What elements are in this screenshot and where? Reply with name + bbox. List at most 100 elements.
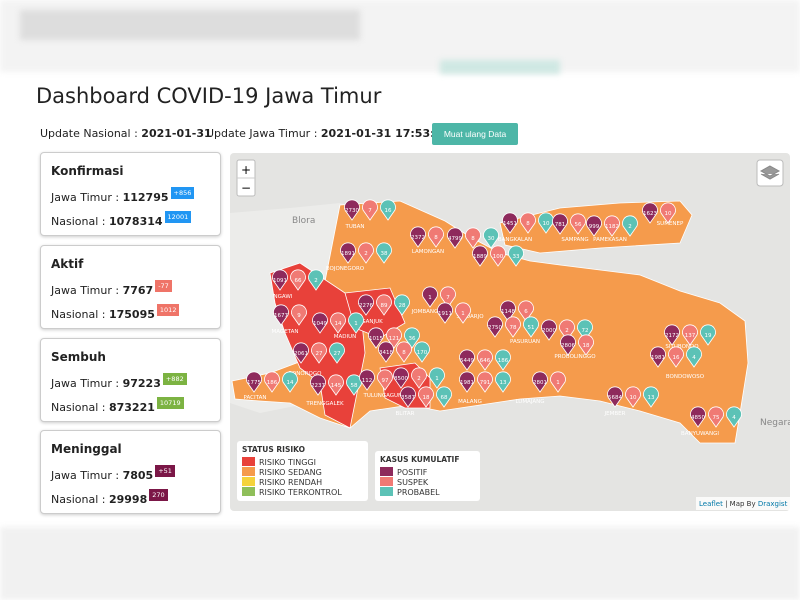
marker-pin — [465, 227, 481, 249]
marker-pin — [604, 215, 620, 237]
marker-pin — [660, 202, 676, 224]
label: Update Jawa Timur : — [206, 127, 318, 140]
marker-value: 2730 — [345, 208, 359, 214]
author-link[interactable]: Draxgist — [758, 500, 788, 508]
marker-value: 10 — [630, 395, 637, 401]
marker-pin — [330, 312, 346, 334]
marker-pin — [291, 304, 307, 326]
marker-value: 58 — [351, 383, 358, 389]
marker-value: 18 — [423, 395, 430, 401]
marker-value: 1 — [354, 321, 358, 327]
region-label: BANGKALAN — [498, 237, 532, 243]
blurred-footer — [0, 527, 800, 600]
card-row: Jawa Timur : 7767 -77 — [51, 280, 172, 297]
marker-value: 2 — [314, 278, 318, 284]
marker-value: 186 — [267, 380, 278, 386]
stat-card: Sembuh Jawa Timur : 97223 +882 Nasional : 8… — [40, 338, 221, 422]
risk-legend-box — [237, 441, 368, 501]
marker-pin — [650, 346, 666, 368]
marker-value: 4799 — [448, 236, 462, 242]
legend-label: SUSPEK — [397, 478, 429, 487]
marker-value: 78 — [510, 325, 517, 331]
marker-pin — [348, 312, 364, 334]
marker-pin — [495, 349, 511, 371]
region-label: NGANJUK — [357, 319, 383, 325]
zoom-in[interactable]: + — [241, 163, 251, 177]
stat-card: Konfirmasi Jawa Timur : 112795 +856 Nasiona… — [40, 152, 221, 236]
marker-pin — [560, 334, 576, 356]
marker-value: 68 — [441, 395, 448, 401]
region-label: MAGETAN — [272, 329, 299, 335]
row-label: Jawa Timur : — [51, 284, 120, 297]
marker-value: 8 — [526, 221, 530, 227]
marker-pin — [272, 269, 288, 291]
card-row: Jawa Timur : 7805 +51 — [51, 465, 175, 482]
marker-value: 1677 — [274, 313, 288, 319]
place-label: Negara — [760, 418, 790, 428]
marker-pin — [378, 341, 394, 363]
marker-value: 1775 — [247, 380, 261, 386]
label: Update Nasional : — [40, 127, 138, 140]
region-label: TULUNGAGUNG — [363, 393, 407, 399]
marker-pin — [386, 327, 402, 349]
marker-value: 186 — [498, 358, 509, 364]
marker-pin — [422, 286, 438, 308]
marker-value: 38 — [381, 251, 388, 257]
row-value: 7767 — [122, 284, 154, 297]
region-label: JOMBANG — [411, 309, 439, 315]
marker-pin — [312, 312, 328, 334]
card-title: Meninggal — [51, 442, 122, 456]
marker-value: 1 — [461, 311, 465, 317]
marker-pin — [520, 212, 536, 234]
map: + − Blora Negara TUBAN LAMONGAN BANGKALAN SAM… — [230, 153, 790, 511]
blurred-title — [20, 10, 360, 40]
marker-value: 1981 — [460, 380, 474, 386]
marker-value: 170 — [417, 350, 428, 356]
marker-value: 27 — [334, 351, 341, 357]
marker-value: 100 — [493, 254, 504, 260]
legend-swatch — [380, 477, 393, 486]
row-badge: 1012 — [156, 304, 180, 316]
legend-swatch — [242, 467, 255, 476]
marker-pin — [340, 242, 356, 264]
value: 2021-01-31 17:53:27 — [320, 127, 450, 140]
marker-pin — [440, 286, 456, 308]
marker-value: 5684 — [608, 395, 622, 401]
marker-value: 1015 — [369, 336, 383, 342]
row-value: 29998 — [108, 493, 148, 506]
marker-value: 36 — [409, 336, 416, 342]
marker-value: 781 — [555, 222, 566, 228]
marker-pin — [293, 342, 309, 364]
marker-value: 97 — [382, 378, 389, 384]
row-value: 873221 — [108, 401, 155, 414]
leaflet-link[interactable]: Leaflet — [699, 500, 723, 508]
marker-value: 791 — [480, 380, 491, 386]
marker-pin — [570, 213, 586, 235]
marker-value: 1911 — [438, 311, 452, 317]
region-label: BOJONEGORO — [326, 266, 365, 272]
zoom-out[interactable]: − — [241, 181, 251, 195]
marker-pin — [455, 302, 471, 324]
region-label: TUBAN — [344, 224, 364, 230]
stat-card: Aktif Jawa Timur : 7767 -77 Nasional : 1750… — [40, 245, 221, 329]
marker-value: 2801 — [533, 380, 547, 386]
marker-pin — [682, 324, 698, 346]
legend-label: PROBABEL — [397, 488, 440, 497]
update-jatim: Update Jawa Timur : 2021-01-31 17:53:27 — [206, 127, 450, 140]
marker-value: 2 — [417, 376, 421, 382]
reload-button[interactable]: Muat ulang Data — [432, 123, 518, 145]
marker-value: 28 — [399, 303, 406, 309]
marker-value: 30 — [488, 236, 495, 242]
marker-pin — [418, 386, 434, 408]
region-label: MADIUN — [334, 334, 357, 340]
marker-pin — [502, 212, 518, 234]
marker-pin — [500, 300, 516, 322]
blurred-tab — [440, 60, 560, 74]
region-label: JEMBER — [604, 411, 626, 417]
marker-value: 10 — [543, 221, 550, 227]
marker-pin — [686, 346, 702, 368]
marker-pin — [437, 302, 453, 324]
marker-value: 8500 — [394, 376, 408, 382]
marker-value: 2000 — [542, 328, 556, 334]
region-label: SIDOARJO — [456, 314, 484, 320]
